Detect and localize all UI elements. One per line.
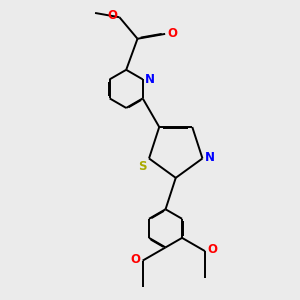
Text: S: S <box>139 160 147 173</box>
Text: N: N <box>205 151 215 164</box>
Text: N: N <box>146 73 155 86</box>
Text: O: O <box>167 27 177 40</box>
Text: O: O <box>131 253 141 266</box>
Text: O: O <box>207 243 217 256</box>
Text: O: O <box>107 9 118 22</box>
